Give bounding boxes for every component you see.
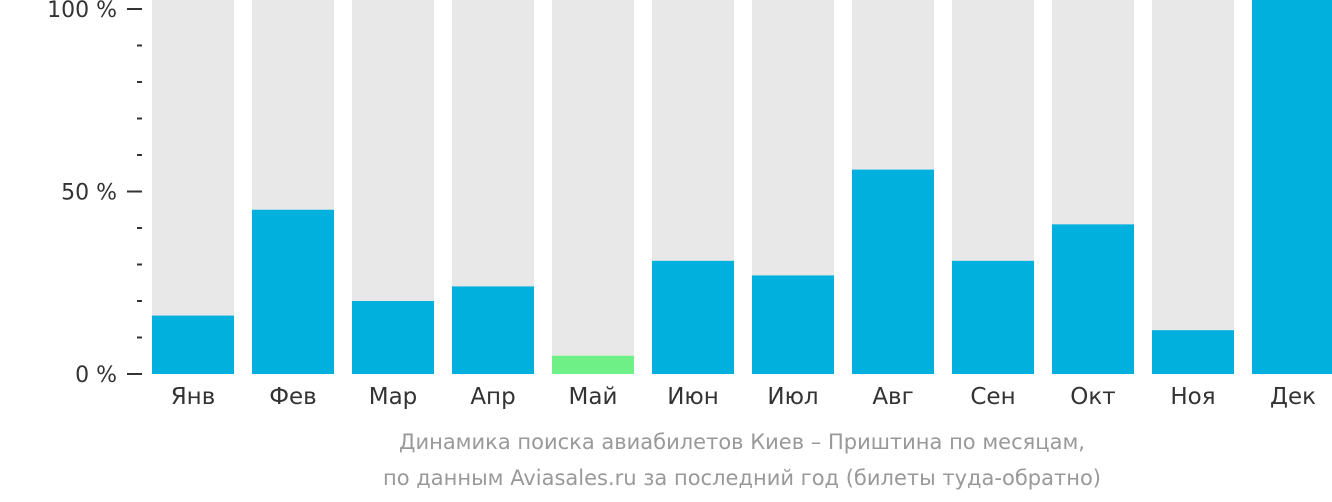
x-tick-label: Авг [872, 384, 913, 410]
x-tick-label: Мар [369, 384, 418, 410]
bar-Май [552, 355, 634, 374]
bar-Авг [852, 169, 934, 374]
x-tick-label: Май [569, 384, 618, 410]
bar-Фев [252, 209, 334, 374]
bar-Янв [152, 315, 234, 374]
x-tick-label: Июн [667, 384, 719, 410]
y-tick-label: 50 % [61, 181, 117, 206]
bar-chart: 0 % 50 % 100 % Янв Фев Мар Апр Май Июн Июл Авг Сен… [47, 0, 1332, 410]
bar-Дек [1252, 0, 1332, 374]
y-tick-label: 100 % [47, 0, 117, 23]
y-axis: 0 % 50 % 100 % [47, 0, 142, 388]
bar-Июн [652, 260, 734, 374]
bar-Апр [452, 286, 534, 374]
chart-caption-line-1: Динамика поиска авиабилетов Киев – Пришт… [399, 430, 1085, 454]
bars [152, 0, 1332, 374]
bar-Июл [752, 275, 834, 374]
y-tick-label: 0 % [75, 363, 117, 388]
x-tick-label: Сен [970, 384, 1015, 410]
x-tick-label: Фев [269, 384, 317, 410]
x-tick-label: Янв [171, 384, 216, 410]
x-tick-label: Окт [1070, 384, 1115, 410]
bar-Окт [1052, 224, 1134, 374]
x-tick-label: Дек [1270, 384, 1316, 410]
bar-track [1152, 0, 1234, 374]
bar-Мар [352, 301, 434, 374]
chart-caption-line-2: по данным Aviasales.ru за последний год … [383, 466, 1101, 490]
x-tick-label: Апр [470, 384, 515, 410]
bar-track [552, 0, 634, 374]
x-tick-label: Июл [767, 384, 818, 410]
bar-track [152, 0, 234, 374]
x-axis-labels: Янв Фев Мар Апр Май Июн Июл Авг Сен Окт Ноя Дек [171, 384, 1316, 410]
bar-Сен [952, 260, 1034, 374]
x-tick-label: Ноя [1170, 384, 1215, 410]
bar-Ноя [1152, 330, 1234, 374]
